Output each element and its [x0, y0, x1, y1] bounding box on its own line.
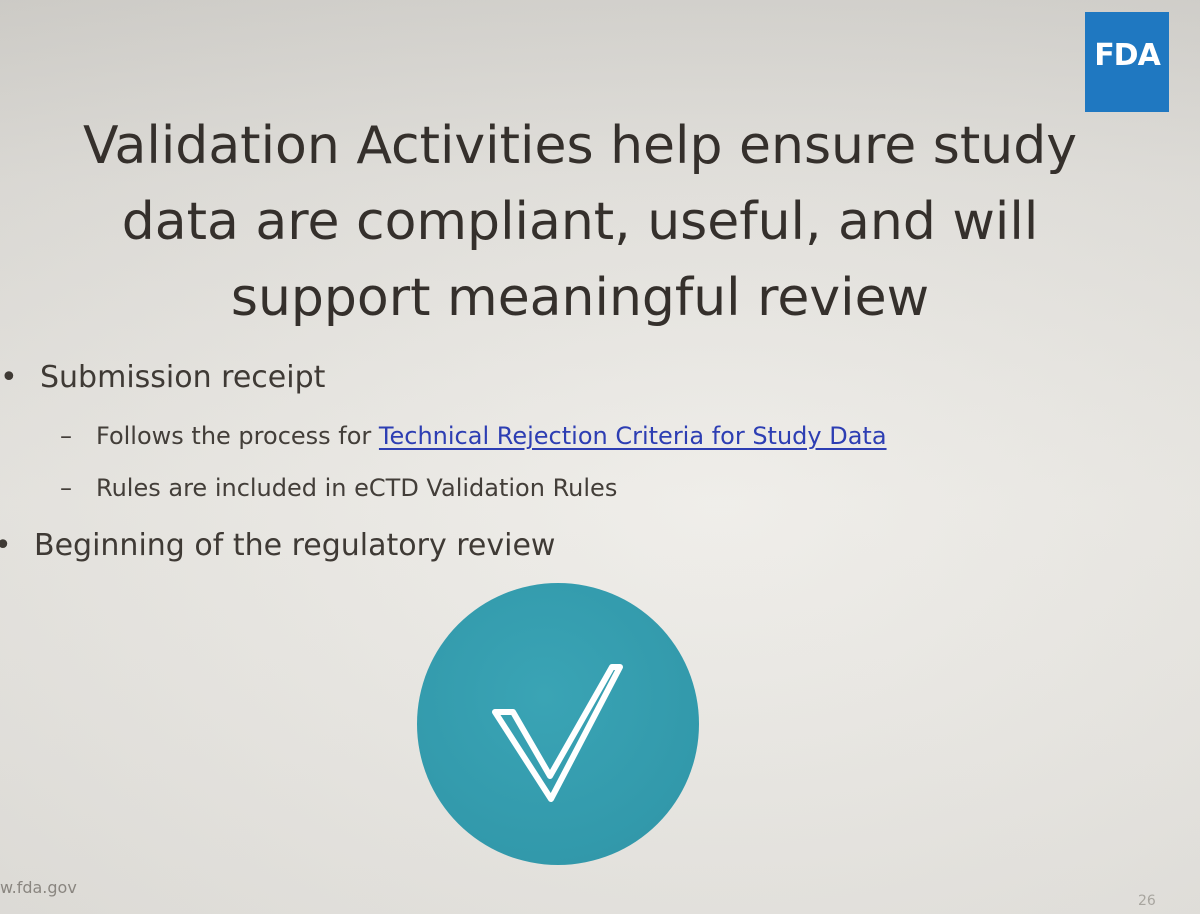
bullet-marker: •	[0, 360, 18, 395]
bullet-text: Beginning of the regulatory review	[34, 528, 556, 563]
slide-title: Validation Activities help ensure study …	[83, 116, 1077, 328]
sub-bullet-item: – Rules are included in eCTD Validation R…	[60, 474, 617, 502]
dash-marker: –	[60, 474, 72, 502]
page-number: 26	[1138, 893, 1156, 909]
bullet-item: • Submission receipt	[0, 360, 325, 395]
validation-check-graphic	[417, 583, 699, 865]
sub-bullet-item: – Follows the process for Technical Rejec…	[60, 422, 887, 450]
fda-logo: FDA	[1085, 12, 1169, 112]
fda-logo-text: FDA	[1094, 38, 1161, 73]
bullet-marker: •	[0, 528, 34, 563]
dash-marker: –	[60, 422, 72, 450]
footer-url: w.fda.gov	[0, 878, 77, 897]
bullet-item: •Beginning of the regulatory review	[0, 528, 555, 563]
sub-bullet-text: Rules are included in eCTD Validation Ru…	[96, 474, 618, 502]
technical-rejection-criteria-link[interactable]: Technical Rejection Criteria for Study D…	[378, 422, 887, 450]
checkmark-icon	[492, 664, 623, 802]
bullet-text: Submission receipt	[40, 360, 326, 395]
sub-bullet-prefix: Follows the process for	[96, 422, 379, 450]
